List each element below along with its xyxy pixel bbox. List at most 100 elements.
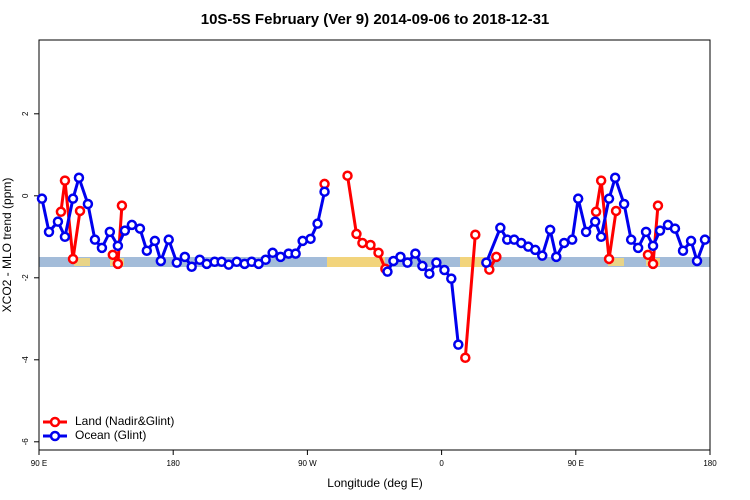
y-tick-label: -6 xyxy=(21,438,30,446)
x-tick-label: 180 xyxy=(167,459,181,468)
y-tick-label: 0 xyxy=(21,193,30,198)
data-point xyxy=(319,186,330,197)
x-axis-label: Longitude (deg E) xyxy=(327,476,422,490)
data-point xyxy=(402,257,413,268)
data-point xyxy=(36,193,48,204)
data-point xyxy=(529,244,541,256)
data-point xyxy=(481,257,492,268)
data-point xyxy=(566,234,578,245)
data-point xyxy=(610,205,622,217)
data-point xyxy=(685,235,697,247)
data-point xyxy=(73,172,85,184)
data-point xyxy=(365,239,376,251)
data-point xyxy=(275,251,286,263)
data-point xyxy=(179,251,191,263)
data-point xyxy=(647,240,659,252)
data-point xyxy=(312,218,323,229)
data-point xyxy=(96,242,108,254)
data-point xyxy=(632,242,644,254)
data-point xyxy=(267,247,278,259)
data-point xyxy=(460,352,471,363)
data-point xyxy=(558,237,570,249)
data-point xyxy=(590,206,602,218)
land-strip xyxy=(74,258,90,266)
data-point xyxy=(67,253,79,265)
data-point xyxy=(410,248,421,259)
data-point xyxy=(290,248,301,259)
data-point xyxy=(59,231,71,243)
data-point xyxy=(373,247,384,259)
data-point xyxy=(669,223,681,234)
y-tick-label: -2 xyxy=(21,274,30,282)
data-point xyxy=(424,268,435,279)
data-point xyxy=(342,170,353,181)
data-point xyxy=(595,231,607,243)
data-point xyxy=(580,226,592,238)
data-point xyxy=(260,254,271,266)
data-point xyxy=(647,258,659,270)
data-point xyxy=(112,258,124,270)
data-point xyxy=(155,255,167,267)
legend-marker xyxy=(49,416,61,428)
data-point xyxy=(470,229,481,240)
data-point xyxy=(82,198,94,210)
data-point xyxy=(163,234,174,245)
data-point xyxy=(43,226,55,238)
data-point xyxy=(52,216,64,227)
data-point xyxy=(625,234,637,245)
y-tick-label: 2 xyxy=(21,111,30,116)
data-point xyxy=(351,228,362,240)
x-tick-label: 90 W xyxy=(298,459,317,468)
data-point xyxy=(618,198,630,210)
data-point xyxy=(149,235,161,247)
data-point xyxy=(640,226,652,238)
data-point xyxy=(642,249,654,261)
data-point xyxy=(446,273,457,284)
data-point xyxy=(691,255,703,267)
data-point xyxy=(171,257,183,268)
series-line xyxy=(463,234,477,358)
legend-label: Ocean (Glint) xyxy=(75,428,146,442)
data-point xyxy=(431,257,442,268)
x-tick-label: 180 xyxy=(703,459,717,468)
data-point xyxy=(119,225,131,236)
data-point xyxy=(104,226,116,238)
data-point xyxy=(495,222,506,234)
y-axis-label: XCO2 - MLO trend (ppm) xyxy=(0,178,14,313)
legend-marker xyxy=(49,430,61,442)
data-point xyxy=(453,339,464,350)
chart-title: 10S-5S February (Ver 9) 2014-09-06 to 20… xyxy=(201,11,550,28)
legend-label: Land (Nadir&Glint) xyxy=(75,414,174,428)
data-point xyxy=(67,193,79,204)
plot-frame xyxy=(38,39,711,451)
x-tick-label: 90 E xyxy=(31,459,47,468)
data-point xyxy=(603,193,615,204)
data-point xyxy=(74,205,86,217)
data-point xyxy=(544,224,556,236)
data-point xyxy=(141,245,153,256)
data-point xyxy=(134,223,146,234)
data-point xyxy=(55,206,67,218)
data-point xyxy=(652,200,664,211)
data-point xyxy=(677,245,689,256)
data-point xyxy=(305,233,316,245)
data-point xyxy=(126,219,138,231)
data-point xyxy=(89,234,101,245)
data-point xyxy=(112,240,124,252)
data-point xyxy=(186,261,197,272)
data-point xyxy=(609,172,621,184)
land-strip xyxy=(608,258,624,266)
x-tick-label: 90 E xyxy=(568,459,584,468)
data-point xyxy=(589,216,601,227)
data-point xyxy=(395,251,406,263)
data-point xyxy=(551,251,562,263)
data-point xyxy=(572,193,584,204)
land-strip xyxy=(327,257,385,267)
data-point xyxy=(699,234,711,245)
series-line xyxy=(59,180,82,260)
y-tick-label: -4 xyxy=(21,356,30,364)
data-point xyxy=(439,264,450,276)
data-point xyxy=(382,266,393,277)
data-point xyxy=(603,253,615,265)
